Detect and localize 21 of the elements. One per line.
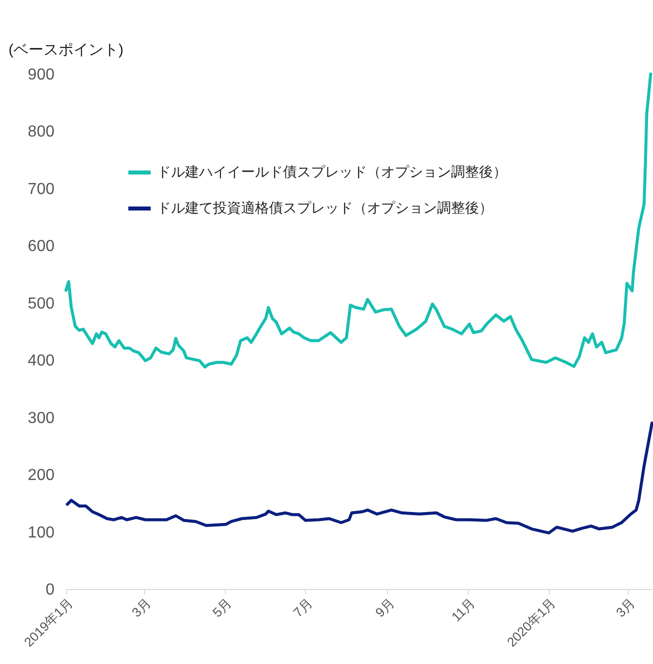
x-tick-label: 5月 <box>210 595 234 620</box>
line-series <box>66 422 653 534</box>
y-tick-label: 300 <box>28 410 55 427</box>
y-tick-label: 100 <box>28 524 55 542</box>
x-tick-label: 3月 <box>128 595 154 620</box>
y-tick-label: 800 <box>28 124 55 141</box>
legend-label: ドル建て投資適格債スプレッド（オプション調整後） <box>157 200 493 216</box>
y-tick-label: 500 <box>28 295 55 312</box>
line-series <box>64 72 652 368</box>
y-tick-label: 0 <box>46 582 55 598</box>
x-tick-label: 9月 <box>372 595 398 620</box>
x-tick-label: 11月 <box>448 595 478 624</box>
y-tick-label: 700 <box>28 180 55 198</box>
y-tick-label: 900 <box>28 66 55 84</box>
legend-label: ドル建ハイイールド債スプレッド（オプション調整後） <box>157 164 507 180</box>
y-tick-label: 600 <box>28 238 55 256</box>
y-tick-label: 400 <box>28 352 55 370</box>
x-tick-label: 7月 <box>290 595 316 620</box>
y-tick-label: 200 <box>28 467 55 484</box>
y-axis-title: (ベースポイント) <box>8 42 124 58</box>
x-tick-label: 3月 <box>612 595 638 620</box>
